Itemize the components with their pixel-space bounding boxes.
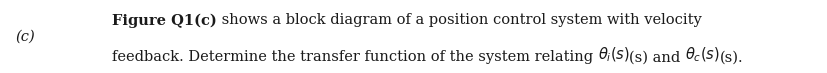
Text: $\theta_c(s)$: $\theta_c(s)$ [685,46,719,64]
Text: (c): (c) [15,29,35,44]
Text: (s).: (s). [719,50,743,64]
Text: feedback. Determine the transfer function of the system relating: feedback. Determine the transfer functio… [112,50,597,64]
Text: shows a block diagram of a position control system with velocity: shows a block diagram of a position cont… [217,13,700,27]
Text: $\theta_i(s)$: $\theta_i(s)$ [597,46,629,64]
Text: Figure Q1(c): Figure Q1(c) [112,13,217,28]
Text: (s) and: (s) and [629,50,685,64]
